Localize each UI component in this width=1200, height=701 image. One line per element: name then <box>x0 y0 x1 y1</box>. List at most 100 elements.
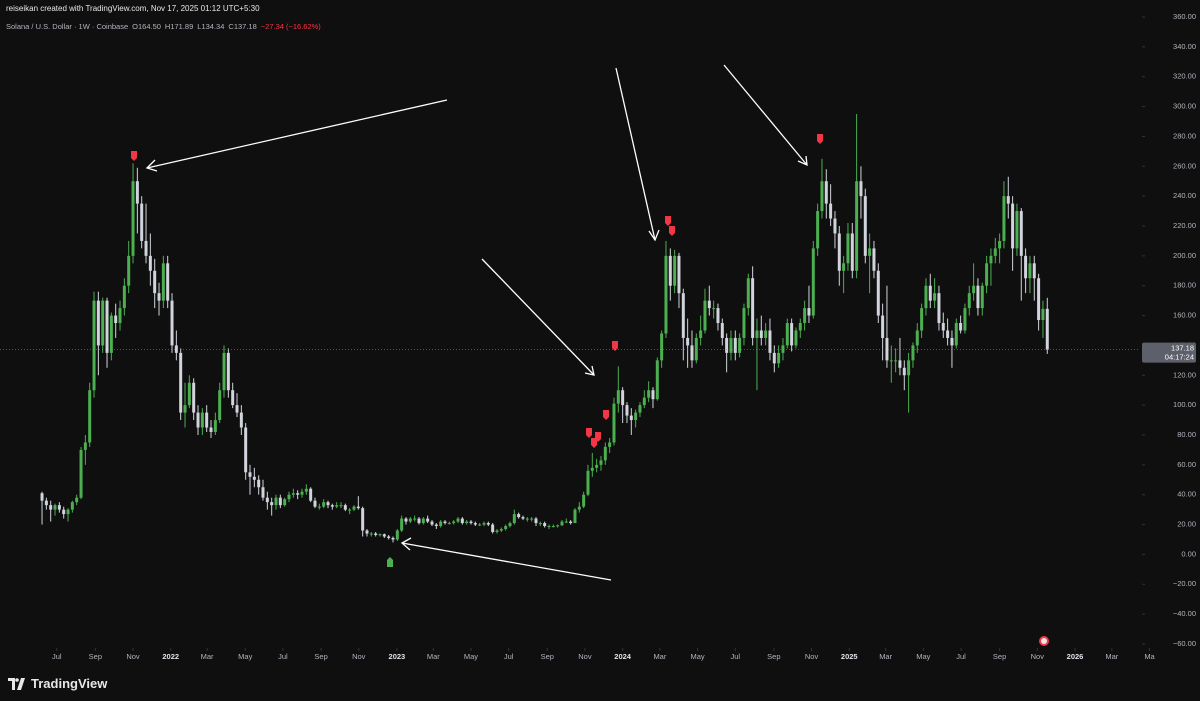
x-tick-label: Jul <box>52 652 62 661</box>
candle-body <box>75 497 79 503</box>
x-tick-label: Mar <box>427 652 440 661</box>
x-tick-label: Nov <box>126 652 140 661</box>
candle-body <box>525 518 529 520</box>
x-tick-label: 2023 <box>389 652 406 661</box>
candle-body <box>582 494 586 507</box>
event-icon-inner <box>1041 638 1047 644</box>
candle-body <box>482 523 486 525</box>
x-tick-label: Jul <box>956 652 966 661</box>
candle-body <box>651 390 655 400</box>
candle-body <box>330 505 334 507</box>
candle-body <box>963 308 967 331</box>
candle-body <box>309 488 313 501</box>
candle-body <box>413 518 417 520</box>
candle-body <box>642 397 646 406</box>
candle-body <box>712 308 716 310</box>
y-tick-label: 80.00 <box>1177 430 1196 439</box>
candle-body <box>577 506 581 510</box>
candle-body <box>1028 263 1032 279</box>
candle-body <box>348 509 352 511</box>
y-tick-label: 40.00 <box>1177 490 1196 499</box>
candles <box>40 114 1049 543</box>
x-tick-label: Jul <box>504 652 514 661</box>
legend: Solana / U.S. Dollar · 1W · Coinbase O16… <box>6 22 321 31</box>
candle-body <box>291 493 295 495</box>
candle-body <box>127 255 131 286</box>
x-tick-label: May <box>691 652 705 661</box>
candle-body <box>92 300 96 391</box>
candle-body <box>512 514 516 524</box>
candle-body <box>296 493 300 495</box>
candle-body <box>335 505 339 507</box>
candle-body <box>122 285 126 309</box>
candle-body <box>235 405 239 413</box>
candle-body <box>1045 308 1049 350</box>
candle-body <box>153 270 157 294</box>
candle-body <box>274 497 278 506</box>
candle-body <box>733 337 737 353</box>
candle-body <box>387 536 391 538</box>
candle-body <box>140 203 144 241</box>
sell-marker <box>591 438 597 448</box>
x-tick-label: Jul <box>278 652 288 661</box>
candle-body <box>655 360 659 400</box>
y-tick-label: 340.00 <box>1173 42 1196 51</box>
candle-body <box>764 330 768 338</box>
candle-body <box>57 505 61 510</box>
arrow-head <box>145 159 158 172</box>
candle-body <box>573 509 577 524</box>
candle-body <box>876 270 880 316</box>
y-tick-label: 260.00 <box>1173 161 1196 170</box>
y-tick-label: 320.00 <box>1173 72 1196 81</box>
candle-body <box>811 248 815 316</box>
candle-body <box>725 337 729 353</box>
candle-body <box>456 518 460 522</box>
candle-body <box>703 300 707 331</box>
candle-body <box>625 405 629 416</box>
candle-body <box>196 412 200 428</box>
candle-body <box>88 390 92 443</box>
arrow <box>146 99 448 169</box>
candle-body <box>941 323 945 331</box>
candle-body <box>192 382 196 413</box>
candle-body <box>551 526 555 528</box>
candle-body <box>560 521 564 526</box>
candle-body <box>538 523 542 525</box>
candle-body <box>599 460 603 465</box>
candle-body <box>343 505 347 510</box>
candle-body <box>534 518 538 524</box>
candle-body <box>647 390 651 398</box>
candle-body <box>369 533 373 535</box>
candle-body <box>473 523 477 525</box>
arrow-head <box>400 537 412 551</box>
candle-body <box>863 196 867 256</box>
candle-body <box>174 345 178 353</box>
candle-body <box>434 524 438 527</box>
arrow-head <box>797 155 808 167</box>
candle-body <box>785 323 789 346</box>
arrow <box>401 542 612 581</box>
candle-body <box>430 521 434 525</box>
candle-body <box>586 470 590 495</box>
candle-body <box>920 308 924 331</box>
candle-body <box>144 240 148 256</box>
candle-body <box>634 412 638 421</box>
candle-body <box>166 263 170 301</box>
candle-body <box>66 509 70 515</box>
candle-body <box>40 493 44 501</box>
candle-body <box>985 263 989 286</box>
brand: TradingView <box>8 676 107 691</box>
sell-marker <box>586 428 592 438</box>
candle-body <box>1037 278 1041 321</box>
candle-body <box>881 315 885 338</box>
legend-high: H171.89 <box>164 22 194 31</box>
x-tick-label: Mar <box>201 652 214 661</box>
candle-body <box>946 330 950 338</box>
candle-body <box>179 352 183 413</box>
y-tick-label: −60.00 <box>1173 639 1196 648</box>
candle-body <box>972 285 976 294</box>
header: reiseikan created with TradingView.com, … <box>6 4 260 13</box>
candle-body <box>131 181 135 256</box>
x-tick-label: Jul <box>731 652 741 661</box>
candle-body <box>569 521 573 524</box>
